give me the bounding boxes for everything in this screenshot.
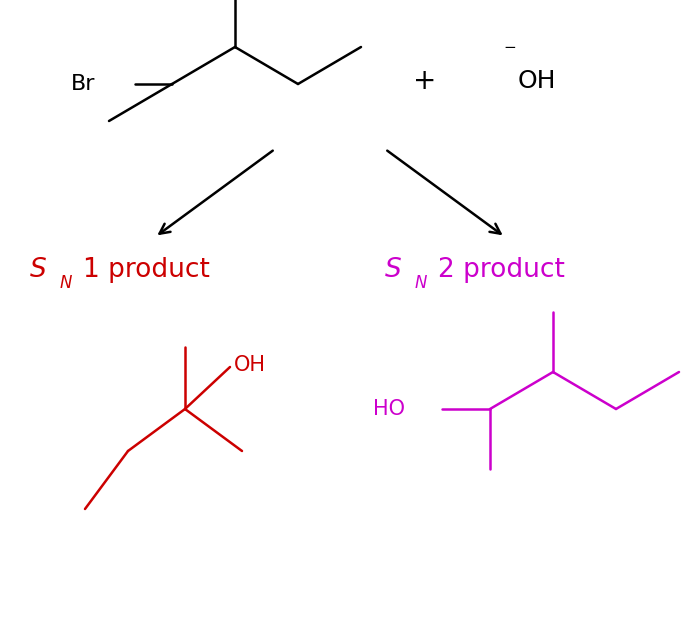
Text: Br: Br bbox=[71, 74, 95, 94]
Text: −: − bbox=[503, 40, 517, 54]
Text: OH: OH bbox=[518, 69, 556, 93]
Text: 2 product: 2 product bbox=[438, 257, 565, 283]
Text: S: S bbox=[385, 257, 402, 283]
Text: OH: OH bbox=[234, 355, 266, 375]
Text: +: + bbox=[413, 67, 437, 95]
Text: 1 product: 1 product bbox=[83, 257, 210, 283]
Text: N: N bbox=[415, 274, 428, 292]
Text: HO: HO bbox=[373, 399, 405, 419]
Text: S: S bbox=[30, 257, 47, 283]
Text: N: N bbox=[60, 274, 72, 292]
